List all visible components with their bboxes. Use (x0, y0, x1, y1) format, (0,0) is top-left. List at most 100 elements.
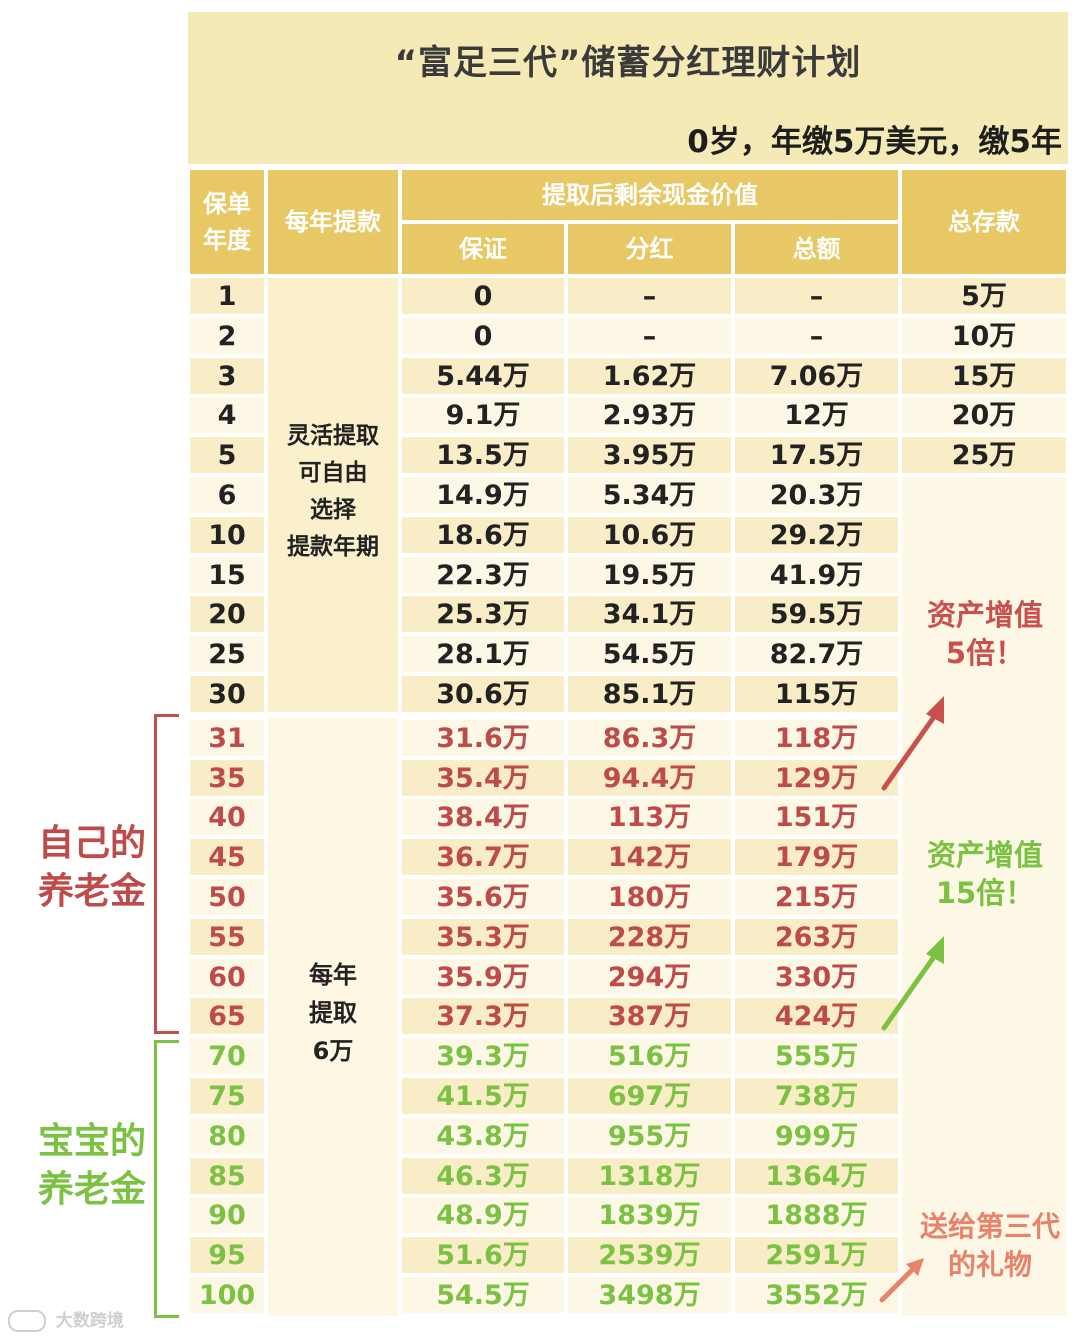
cell-guaranteed: 25.3万 (402, 596, 564, 632)
cell-total: – (735, 318, 898, 354)
cell-year: 80 (190, 1118, 264, 1154)
growth-15x-note: 资产增值 15倍！ (910, 836, 1060, 912)
cell-dividend: 1.62万 (568, 358, 731, 394)
withdrawal-yearly-cell: 每年 提取 6万 (268, 718, 398, 1316)
note-line: 灵活提取 (287, 423, 379, 449)
cell-year: 3 (190, 358, 264, 394)
cell-guaranteed: 39.3万 (402, 1038, 564, 1074)
header-total-deposit: 总存款 (902, 170, 1066, 274)
page-title: “富足三代”储蓄分红理财计划 (394, 43, 862, 83)
cell-dividend: 294万 (568, 959, 731, 995)
cell-year: 40 (190, 799, 264, 835)
cell-dividend: 697万 (568, 1078, 731, 1114)
cell-year: 70 (190, 1038, 264, 1074)
cell-total: 424万 (735, 998, 898, 1034)
watermark-logo-icon (8, 1310, 46, 1332)
cell-total: 115万 (735, 676, 898, 712)
cell-year: 6 (190, 477, 264, 513)
cell-total: 12万 (735, 397, 898, 433)
cell-dividend: 2.93万 (568, 397, 731, 433)
cell-guaranteed: 9.1万 (402, 397, 564, 433)
note-line: 6万 (312, 1037, 354, 1065)
cell-guaranteed: 36.7万 (402, 839, 564, 875)
cell-guaranteed: 28.1万 (402, 636, 564, 672)
cell-total: 59.5万 (735, 596, 898, 632)
cell-year: 95 (190, 1237, 264, 1273)
cell-dividend: 1318万 (568, 1158, 731, 1194)
cell-year: 10 (190, 517, 264, 553)
cell-year: 65 (190, 998, 264, 1034)
cell-total: 129万 (735, 760, 898, 796)
cell-guaranteed: 0 (402, 278, 564, 314)
cell-year: 31 (190, 720, 264, 756)
cell-dividend: 54.5万 (568, 636, 731, 672)
own-pension-bracket (154, 714, 179, 1034)
note-line: 每年 (309, 961, 357, 989)
cell-dividend: 10.6万 (568, 517, 731, 553)
cell-year: 50 (190, 879, 264, 915)
note-line: 资产增值 (926, 838, 1043, 872)
cell-year: 75 (190, 1078, 264, 1114)
cell-guaranteed: 37.3万 (402, 998, 564, 1034)
cell-year: 45 (190, 839, 264, 875)
cell-dividend: 34.1万 (568, 596, 731, 632)
cell-total: 179万 (735, 839, 898, 875)
cell-dividend: 955万 (568, 1118, 731, 1154)
cell-deposit: 15万 (902, 358, 1066, 394)
cell-total: 29.2万 (735, 517, 898, 553)
header-guaranteed: 保证 (402, 224, 564, 274)
cell-guaranteed: 51.6万 (402, 1237, 564, 1273)
cell-year: 5 (190, 437, 264, 473)
note-line: 的礼物 (947, 1248, 1032, 1281)
cell-guaranteed: 18.6万 (402, 517, 564, 553)
cell-dividend: 180万 (568, 879, 731, 915)
cell-guaranteed: 35.3万 (402, 919, 564, 955)
cell-deposit: 25万 (902, 437, 1066, 473)
label-line: 自己的 (38, 823, 147, 864)
cell-dividend: 85.1万 (568, 676, 731, 712)
cell-dividend: 2539万 (568, 1237, 731, 1273)
withdrawal-flexible-note: 灵活提取 可自由 选择 提款年期 (268, 418, 398, 566)
header-annual-withdrawal: 每年提款 (268, 170, 398, 274)
cell-deposit: 10万 (902, 318, 1066, 354)
cell-year: 35 (190, 760, 264, 796)
header-policy-year-label: 保单年度 (203, 190, 251, 254)
cell-total: 2591万 (735, 1237, 898, 1273)
cell-dividend: 94.4万 (568, 760, 731, 796)
salmon-arrow-icon (879, 1258, 924, 1303)
title-band (188, 12, 1068, 164)
note-line: 提取 (309, 999, 357, 1027)
cell-total: 215万 (735, 879, 898, 915)
cell-year: 60 (190, 959, 264, 995)
cell-year: 20 (190, 596, 264, 632)
cell-year: 30 (190, 676, 264, 712)
cell-total: 555万 (735, 1038, 898, 1074)
cell-deposit: 20万 (902, 397, 1066, 433)
note-line: 提款年期 (287, 534, 379, 560)
label-line: 养老金 (38, 1169, 147, 1210)
cell-total: 41.9万 (735, 557, 898, 593)
cell-dividend: – (568, 278, 731, 314)
cell-guaranteed: 35.9万 (402, 959, 564, 995)
cell-total: 1364万 (735, 1158, 898, 1194)
cell-dividend: 3.95万 (568, 437, 731, 473)
cell-year: 25 (190, 636, 264, 672)
cell-guaranteed: 41.5万 (402, 1078, 564, 1114)
label-line: 宝宝的 (38, 1121, 147, 1162)
page-subtitle: 0岁，年缴5万美元，缴5年 (687, 124, 1062, 160)
cell-dividend: 86.3万 (568, 720, 731, 756)
watermark-text: 大数跨境 (55, 1311, 124, 1331)
baby-pension-label: 宝宝的 养老金 (38, 1118, 146, 1214)
cell-dividend: 142万 (568, 839, 731, 875)
cell-total: 263万 (735, 919, 898, 955)
cell-guaranteed: 0 (402, 318, 564, 354)
cell-guaranteed: 22.3万 (402, 557, 564, 593)
cell-total: 82.7万 (735, 636, 898, 672)
cell-guaranteed: 14.9万 (402, 477, 564, 513)
cell-total: 330万 (735, 959, 898, 995)
cell-total: 151万 (735, 799, 898, 835)
cell-dividend: 19.5万 (568, 557, 731, 593)
header-total: 总额 (735, 224, 898, 274)
cell-total: 20.3万 (735, 477, 898, 513)
header-remaining-cash-value: 提取后剩余现金价值 (402, 170, 898, 220)
